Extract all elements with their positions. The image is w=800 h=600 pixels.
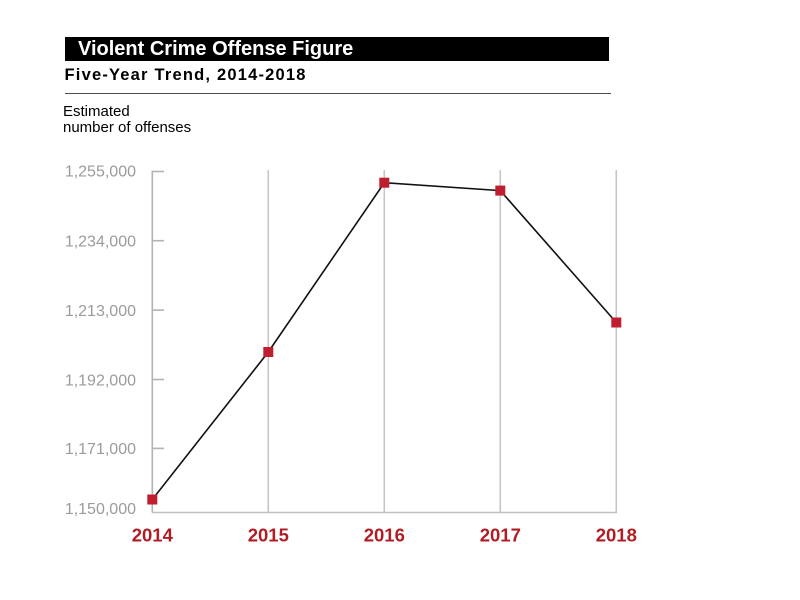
svg-text:2016: 2016: [364, 524, 405, 545]
svg-text:1,150,000: 1,150,000: [65, 501, 136, 518]
svg-text:1,192,000: 1,192,000: [65, 372, 136, 389]
svg-text:1,255,000: 1,255,000: [65, 164, 136, 181]
svg-text:1,171,000: 1,171,000: [65, 441, 136, 458]
svg-text:2017: 2017: [480, 524, 521, 545]
svg-text:1,213,000: 1,213,000: [65, 303, 136, 320]
svg-text:2015: 2015: [248, 524, 289, 545]
svg-text:1,234,000: 1,234,000: [65, 234, 136, 251]
svg-text:2018: 2018: [596, 524, 637, 545]
svg-text:2014: 2014: [132, 524, 174, 545]
